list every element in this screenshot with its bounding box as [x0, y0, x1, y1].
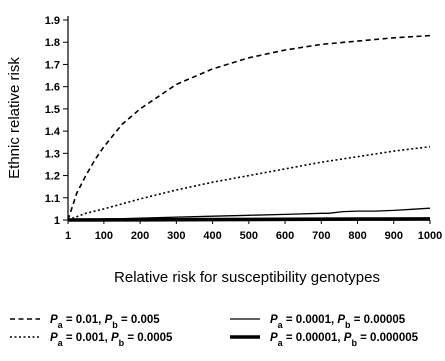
y-axis-title: Ethnic relative risk — [6, 57, 23, 179]
x-tick-label: 100 — [95, 230, 113, 242]
legend-item-2: Pa = 0.001, Pb = 0.0005 — [10, 332, 173, 348]
x-tick-label: 300 — [167, 230, 185, 242]
x-tick-label: 900 — [385, 230, 403, 242]
y-tick-label: 1 — [54, 215, 60, 227]
x-tick-label: 600 — [276, 230, 294, 242]
y-tick-label: 1.9 — [45, 15, 60, 27]
y-tick-label: 1.5 — [45, 104, 60, 116]
y-tick-label: 1.8 — [45, 37, 60, 49]
y-tick-label: 1.3 — [45, 148, 60, 160]
legend-label: Pa = 0.00001, Pb = 0.000005 — [270, 332, 419, 348]
y-tick-label: 1.2 — [45, 171, 60, 183]
x-tick-label: 800 — [348, 230, 366, 242]
axes — [63, 16, 431, 224]
legend-label: Pa = 0.01, Pb = 0.005 — [50, 314, 160, 330]
y-tick-label: 1.4 — [45, 126, 61, 138]
legend-item-1: Pa = 0.01, Pb = 0.005 — [10, 314, 160, 330]
series-line-4 — [67, 217, 431, 222]
y-tick-label: 1.7 — [45, 59, 60, 71]
series-line-1 — [67, 34, 431, 221]
series-line-2 — [67, 145, 431, 221]
y-tick-label: 1.6 — [45, 82, 60, 94]
x-tick-label: 1 — [65, 230, 71, 242]
legend-item-3: Pa = 0.0001, Pb = 0.00005 — [230, 314, 406, 330]
x-tick-label: 200 — [131, 230, 149, 242]
x-tick-label: 400 — [203, 230, 221, 242]
x-tick-label: 500 — [240, 230, 258, 242]
legend-label: Pa = 0.001, Pb = 0.0005 — [50, 332, 173, 348]
x-tick-label: 700 — [312, 230, 330, 242]
x-tick-label: 1000 — [418, 230, 442, 242]
tick-labels: 1 1.1 1.2 1.3 1.4 1.5 1.6 1.7 1.8 1.9 1 100 200 300 40… — [45, 15, 443, 242]
y-tick-label: 1.1 — [45, 193, 60, 205]
legend-item-4: Pa = 0.00001, Pb = 0.000005 — [230, 332, 419, 348]
series-lines — [67, 34, 431, 222]
x-axis-title: Relative risk for susceptibility genotyp… — [114, 269, 380, 286]
legend: Pa = 0.01, Pb = 0.005 Pa = 0.001, Pb = 0.… — [10, 314, 419, 348]
series-line-3 — [67, 207, 431, 221]
legend-label: Pa = 0.0001, Pb = 0.00005 — [270, 314, 406, 330]
